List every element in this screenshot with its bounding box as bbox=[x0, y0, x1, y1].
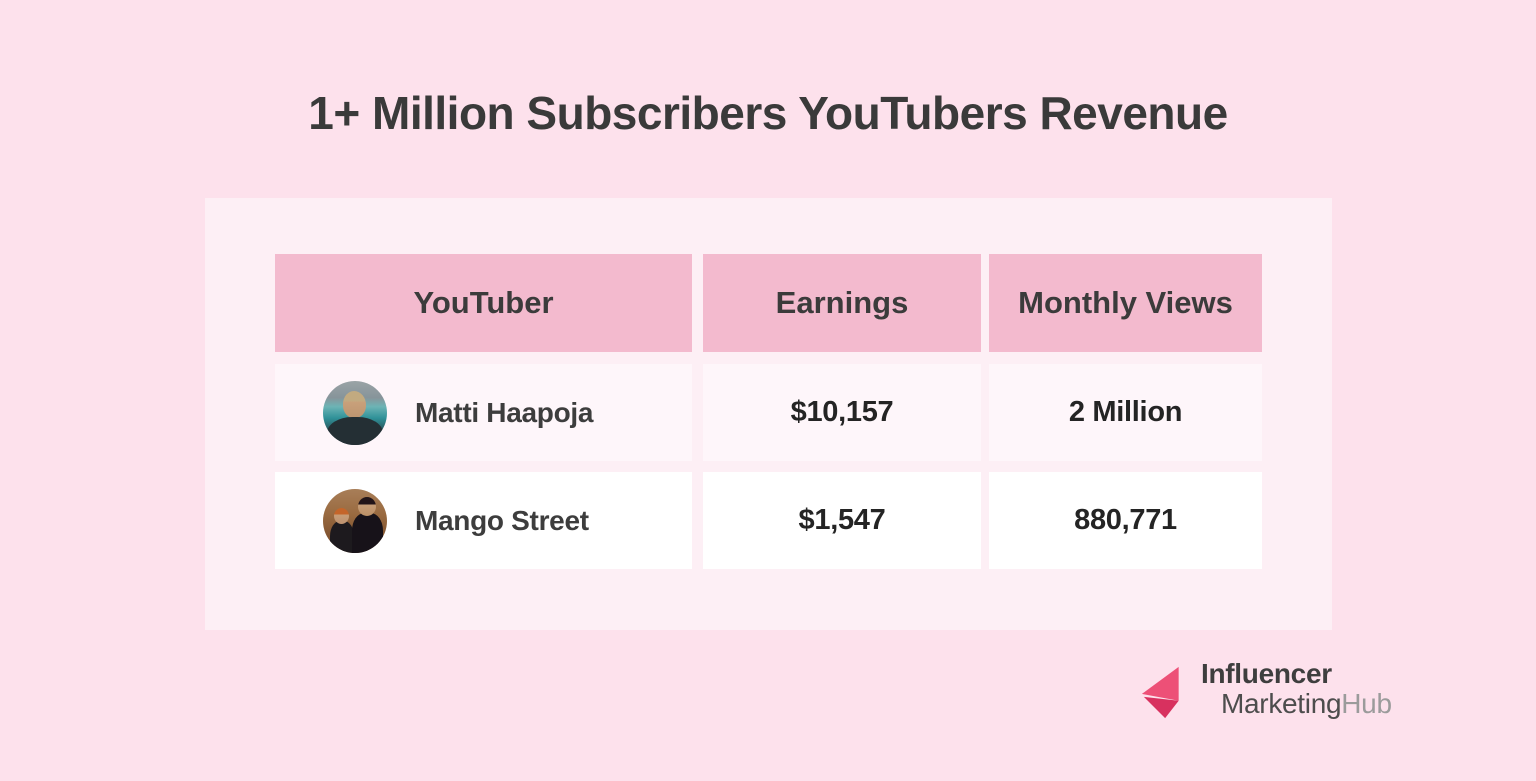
table-row-1-monthly-views-cell: 2 Million bbox=[989, 364, 1262, 461]
earnings-value: $10,157 bbox=[790, 396, 894, 428]
youtuber-name: Matti Haapoja bbox=[415, 396, 594, 428]
header-cell-earnings: Earnings bbox=[703, 254, 981, 352]
logo-marketing-text: Marketing bbox=[1221, 688, 1342, 720]
logo-line2: MarketingHub bbox=[1221, 689, 1392, 719]
monthly-views-value: 2 Million bbox=[1068, 396, 1183, 428]
table-panel: YouTuber Earnings Monthly Views Matti Ha… bbox=[205, 198, 1332, 630]
monthly-views-value: 880,771 bbox=[1074, 504, 1177, 536]
header-cell-youtuber: YouTuber bbox=[275, 254, 692, 352]
header-label-earnings: Earnings bbox=[775, 285, 909, 320]
table-row-2-youtuber-cell: Mango Street bbox=[275, 472, 692, 569]
table-row-2-monthly-views-cell: 880,771 bbox=[989, 472, 1262, 569]
avatar-figure-left-shape bbox=[330, 507, 354, 553]
header-label-youtuber: YouTuber bbox=[413, 285, 554, 320]
header-label-monthly-views: Monthly Views bbox=[1018, 285, 1233, 320]
avatar-head-shape bbox=[343, 390, 366, 418]
logo-hub-text: Hub bbox=[1341, 688, 1392, 720]
page-title: 1+ Million Subscribers YouTubers Revenue bbox=[308, 87, 1228, 139]
earnings-value: $1,547 bbox=[798, 504, 886, 536]
avatar-figure-right-shape bbox=[352, 496, 383, 553]
avatar-torso-shape bbox=[327, 416, 383, 445]
influencer-marketinghub-logo: Influencer MarketingHub bbox=[1140, 658, 1392, 721]
arrow-ribbon-icon bbox=[1141, 666, 1179, 719]
table-row-2-earnings-cell: $1,547 bbox=[703, 472, 981, 569]
header-cell-monthly-views: Monthly Views bbox=[989, 254, 1262, 352]
table-row-1-youtuber-cell: Matti Haapoja bbox=[275, 364, 692, 461]
table-row-1-earnings-cell: $10,157 bbox=[703, 364, 981, 461]
youtuber-name: Mango Street bbox=[415, 504, 589, 536]
matti-haapoja-avatar bbox=[323, 380, 387, 445]
logo-line1: Influencer bbox=[1201, 658, 1332, 689]
logo-text: Influencer MarketingHub bbox=[1201, 658, 1392, 719]
mango-street-avatar bbox=[323, 488, 387, 553]
